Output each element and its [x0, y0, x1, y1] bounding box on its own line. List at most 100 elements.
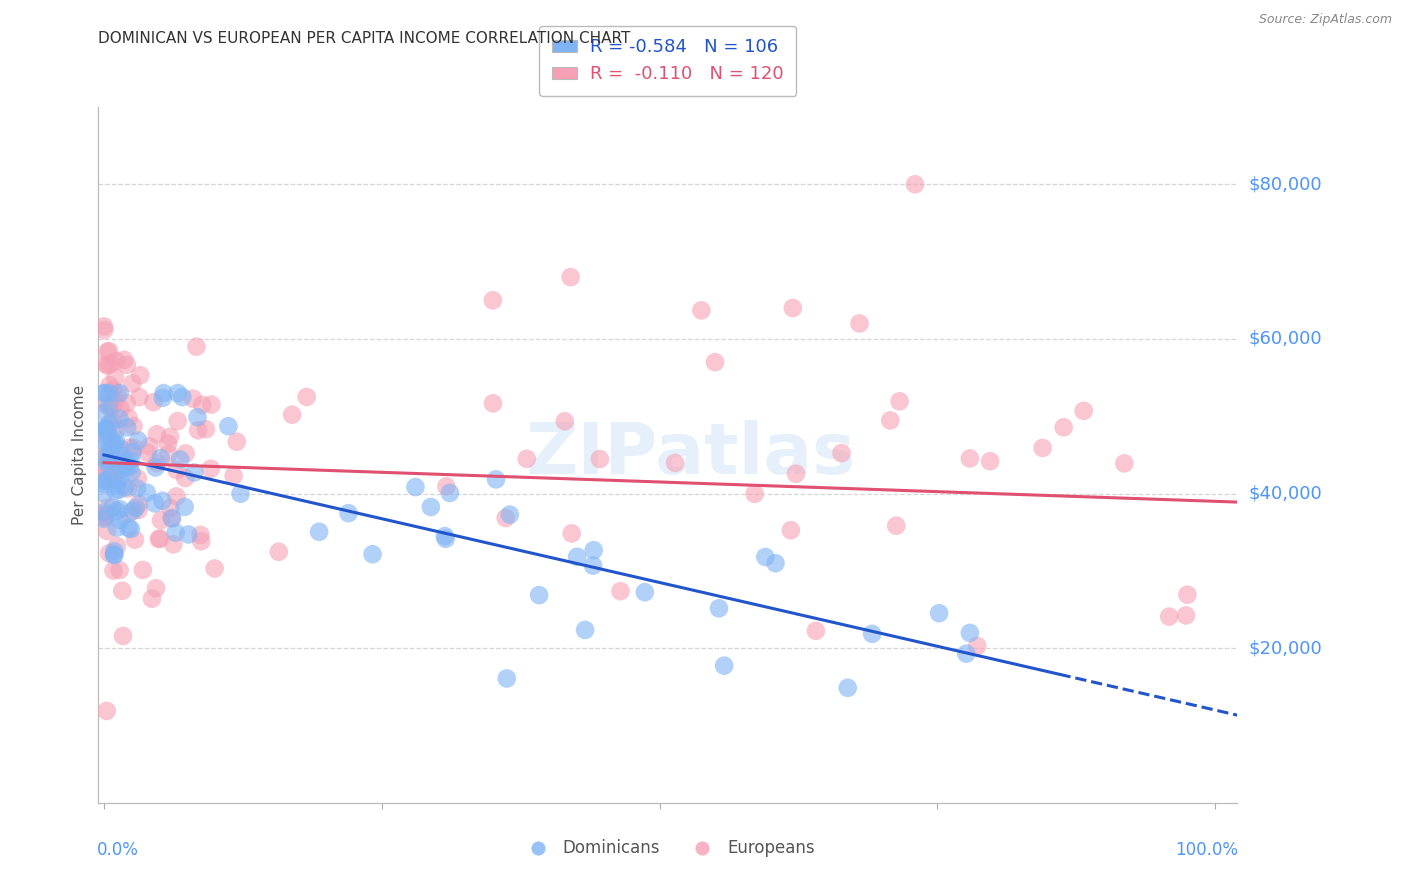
Point [120, 453, 142, 467]
Point [114, 481, 136, 495]
Point [97, 457, 120, 471]
Point [96, 500, 118, 515]
Point [108, 502, 131, 516]
Point [94, 474, 117, 488]
Point [115, 396, 138, 410]
Point [560, 270, 582, 285]
Point [97, 399, 120, 413]
Point [105, 386, 128, 401]
Point [1159, 609, 1181, 624]
Point [105, 354, 128, 368]
Point [98, 417, 121, 431]
Point [169, 452, 191, 467]
Point [187, 423, 209, 437]
Point [104, 370, 127, 384]
Point [879, 413, 901, 427]
Point [112, 629, 135, 643]
Point [485, 472, 508, 486]
Point [1053, 420, 1076, 434]
Point [831, 446, 853, 460]
Point [634, 585, 657, 599]
Point [93, 386, 115, 401]
Point [1177, 588, 1199, 602]
Text: $40,000: $40,000 [1249, 484, 1322, 502]
Point [848, 317, 870, 331]
Point [156, 436, 179, 450]
Point [281, 408, 304, 422]
Point [122, 504, 145, 518]
Point [97, 424, 120, 438]
Point [93, 505, 115, 519]
Point [103, 471, 125, 485]
Point [97, 443, 120, 458]
Point [419, 500, 441, 514]
Point [103, 548, 125, 562]
Point [111, 457, 134, 471]
Point [225, 434, 247, 449]
Text: 100.0%: 100.0% [1175, 841, 1239, 859]
Point [101, 383, 124, 397]
Point [94, 357, 117, 371]
Point [94, 451, 117, 466]
Point [157, 447, 180, 461]
Point [98, 455, 121, 469]
Point [162, 537, 184, 551]
Point [190, 528, 212, 542]
Y-axis label: Per Capita Income: Per Capita Income [72, 384, 87, 525]
Point [111, 460, 134, 475]
Point [128, 503, 150, 517]
Point [837, 681, 859, 695]
Point [160, 511, 183, 525]
Point [267, 545, 290, 559]
Text: $80,000: $80,000 [1249, 176, 1322, 194]
Point [98, 344, 121, 359]
Point [93, 386, 115, 401]
Point [955, 647, 977, 661]
Point [120, 522, 142, 536]
Point [554, 414, 576, 428]
Point [93, 405, 115, 419]
Point [93, 510, 115, 524]
Point [115, 358, 138, 372]
Point [204, 561, 226, 575]
Point [100, 415, 122, 429]
Point [105, 422, 128, 436]
Point [229, 487, 252, 501]
Point [186, 340, 208, 354]
Point [143, 496, 166, 510]
Point [177, 527, 200, 541]
Point [110, 442, 132, 456]
Point [96, 344, 118, 359]
Point [582, 558, 605, 573]
Point [103, 544, 125, 558]
Point [439, 486, 461, 500]
Point [574, 623, 596, 637]
Point [94, 510, 117, 524]
Point [135, 485, 157, 500]
Point [194, 422, 217, 436]
Point [166, 386, 188, 401]
Point [122, 441, 145, 455]
Point [121, 445, 143, 459]
Point [308, 524, 330, 539]
Legend: Dominicans, Europeans: Dominicans, Europeans [515, 833, 821, 864]
Point [117, 420, 139, 434]
Point [118, 411, 141, 425]
Point [104, 473, 127, 487]
Point [118, 507, 141, 521]
Point [118, 459, 141, 474]
Point [103, 439, 125, 453]
Point [361, 547, 384, 561]
Point [166, 490, 188, 504]
Point [108, 386, 131, 401]
Point [94, 421, 117, 435]
Point [105, 504, 128, 518]
Point [1032, 441, 1054, 455]
Point [98, 378, 121, 392]
Point [93, 486, 115, 500]
Point [100, 401, 122, 416]
Point [561, 526, 583, 541]
Point [884, 518, 907, 533]
Point [101, 416, 124, 430]
Point [966, 639, 988, 653]
